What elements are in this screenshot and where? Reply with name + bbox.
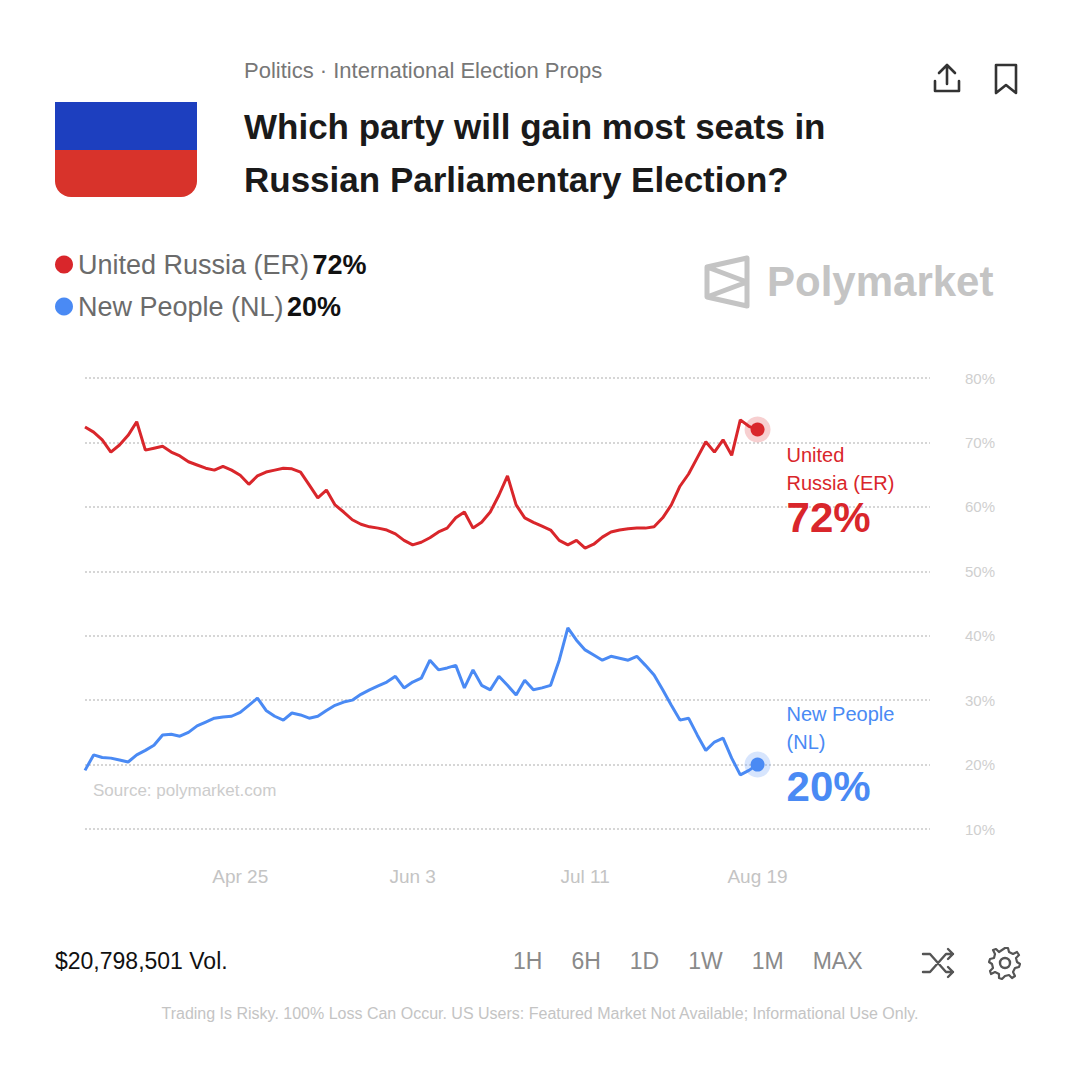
html-text:MAX: MAX [812, 948, 863, 974]
svg-text:80%: 80% [965, 370, 995, 387]
html-text:1M: 1M [751, 948, 784, 974]
svg-text:20%: 20% [287, 292, 341, 322]
svg-text:United: United [787, 444, 850, 466]
svg-text:New People: New People [787, 703, 900, 725]
svg-text:30%: 30% [965, 692, 995, 709]
html-text:1H: 1H [513, 948, 543, 974]
svg-text:(NL): (NL) [787, 731, 826, 753]
svg-text:20%: 20% [787, 763, 871, 810]
html-text:Politics · International Elect: Politics · International Election Props [244, 58, 603, 83]
svg-text:Russia (ER): Russia (ER) [787, 472, 895, 494]
svg-text:Apr 25: Apr 25 [212, 866, 268, 887]
svg-text:40%: 40% [965, 627, 995, 644]
html-text:Which party will gain most sea: Which party will gain most seats in Russ… [244, 107, 826, 199]
html-text:Trading Is Risky. 100% Loss Ca: Trading Is Risky. 100% Loss Can Occur. U… [161, 1005, 919, 1022]
html-text:1W: 1W [688, 948, 723, 974]
svg-text:60%: 60% [965, 498, 995, 515]
html-text:$20,798,501 Vol.: $20,798,501 Vol. [55, 948, 228, 974]
svg-text:72%: 72% [312, 250, 366, 280]
svg-text:Jul 11: Jul 11 [560, 866, 609, 887]
html-text:1D: 1D [629, 948, 660, 974]
svg-text:New People (NL): New People (NL) [78, 292, 284, 322]
html-text:Source: polymarket.com: Source: polymarket.com [93, 781, 277, 800]
svg-text:Jun 3: Jun 3 [389, 866, 435, 887]
svg-text:Aug 19: Aug 19 [727, 866, 787, 887]
svg-text:10%: 10% [965, 821, 995, 838]
svg-text:70%: 70% [965, 434, 995, 451]
svg-text:50%: 50% [965, 563, 995, 580]
svg-text:United Russia (ER): United Russia (ER) [78, 250, 309, 280]
svg-text:72%: 72% [787, 494, 871, 541]
html-text:6H: 6H [571, 948, 601, 974]
svg-text:20%: 20% [965, 756, 995, 773]
html-text:Polymarket: Polymarket [767, 258, 994, 305]
